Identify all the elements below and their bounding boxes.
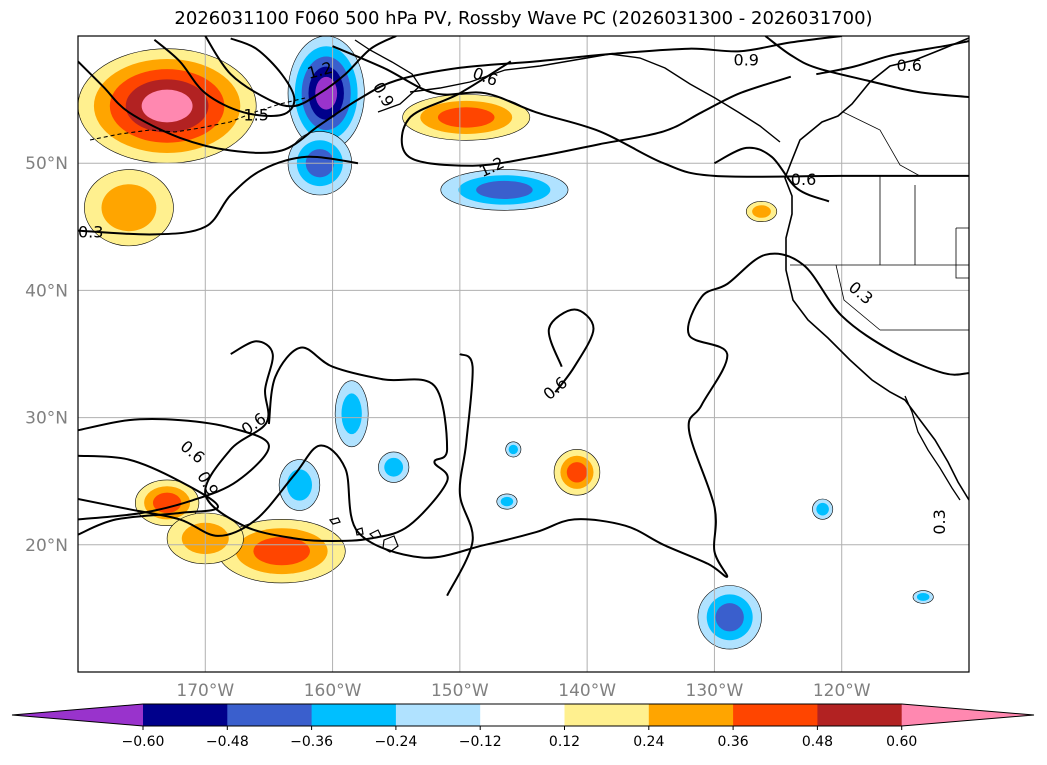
contour-label: 0.9 <box>734 51 759 70</box>
pv-anomaly-14 <box>496 493 518 510</box>
pv-anomaly-11 <box>334 380 369 448</box>
pv-anomaly-13 <box>505 441 522 458</box>
pv-anomaly-2 <box>84 169 174 247</box>
baja-california-coastline <box>904 395 961 501</box>
lon-tick-label: 140°W <box>558 681 616 701</box>
colorbar-tick-label: −0.24 <box>374 734 417 750</box>
alaska-coastline <box>409 53 781 143</box>
pc-contour-line <box>816 40 969 76</box>
pc-contour-line <box>78 252 969 578</box>
pv-anomaly-12 <box>378 451 410 483</box>
colorbar-segment <box>648 704 734 726</box>
colorbar-tick-label: 0.36 <box>718 734 749 750</box>
pv-anomaly-level <box>715 603 744 632</box>
chart-title: 2026031100 F060 500 hPa PV, Rossby Wave … <box>174 8 873 29</box>
colorbar-segment <box>733 704 818 726</box>
pv-anomaly-level <box>476 180 533 199</box>
pv-anomaly-5 <box>402 94 531 141</box>
colorbar-tick-label: 0.12 <box>549 734 580 750</box>
rossby-wave-pc-contours <box>78 36 969 597</box>
lon-tick-label: 130°W <box>686 681 744 701</box>
pc-contour-line <box>153 37 296 117</box>
contour-label: 0.3 <box>930 509 949 534</box>
colorbar-segment <box>311 704 397 726</box>
state-borders <box>790 111 969 331</box>
colorbar-tick-label: −0.12 <box>459 734 502 750</box>
colorbar-segment <box>564 704 650 726</box>
lon-tick-label: 120°W <box>813 681 871 701</box>
pv-anomaly-level <box>286 469 313 501</box>
pc-contour-line <box>78 418 270 521</box>
pv-anomaly-level <box>437 107 495 128</box>
colorbar-segment <box>817 704 903 726</box>
pc-contour-line <box>713 146 830 203</box>
pv-anomaly-17 <box>697 585 762 650</box>
pv-anomaly-level <box>566 462 588 483</box>
pc-contour-line <box>446 353 474 597</box>
pc-contour-line <box>400 60 792 167</box>
colorbar-tick-label: 0.24 <box>633 734 664 750</box>
pv-anomaly-15 <box>553 449 601 496</box>
pv-anomaly-16 <box>745 201 778 223</box>
pv-anomaly-level <box>152 492 182 513</box>
hawaiian-islands <box>328 517 399 553</box>
pv-anomaly-1 <box>78 48 257 164</box>
pv-anomaly-6 <box>440 169 569 211</box>
lat-tick-label: 30°N <box>25 409 68 429</box>
pv-anomaly-level <box>752 205 771 218</box>
pc-contour-line <box>204 36 397 108</box>
colorbar-segment <box>395 704 481 726</box>
contour-label: 0.6 <box>896 56 921 75</box>
pv-anomaly-level <box>816 502 829 516</box>
pc-contour-line <box>764 36 969 99</box>
pv-anomaly-19 <box>912 590 934 604</box>
pv-anomaly-level <box>253 537 310 566</box>
lat-tick-label: 20°N <box>25 536 68 556</box>
pv-anomaly-7 <box>134 479 200 527</box>
pc-contour-line <box>547 308 595 393</box>
pv-anomaly-level <box>384 457 404 477</box>
colorbar-tick-label: −0.36 <box>290 734 333 750</box>
colorbar-segment <box>480 704 565 726</box>
lon-tick-label: 170°W <box>176 681 234 701</box>
pv-anomaly-level <box>500 496 514 507</box>
colorbar-tick-label: 0.60 <box>886 734 917 750</box>
axis-tick-labels: 170°W 160°W 150°W 140°W 130°W 120°W 50°N 40°N 30… <box>25 154 871 701</box>
pc-contour-line <box>332 45 969 178</box>
colorbar-tick-label: −0.48 <box>206 734 249 750</box>
map-frame <box>77 35 970 673</box>
pv-anomaly-18 <box>812 498 834 520</box>
graticule <box>78 36 969 672</box>
lon-tick-label: 150°W <box>431 681 489 701</box>
pv-anomaly-level <box>101 184 157 232</box>
colorbar-segment <box>227 704 313 726</box>
colorbar-extend-low <box>12 704 143 726</box>
pc-contour-line <box>204 340 449 542</box>
colorbar-tick-label: 0.48 <box>802 734 833 750</box>
contour-label: 0.6 <box>791 170 816 189</box>
colorbar: −0.60 −0.48 −0.36 −0.24 −0.12 0.12 0.24 0.36 0.4… <box>11 703 1035 750</box>
colorbar-segment <box>143 704 228 726</box>
colorbar-extend-high <box>901 704 1034 726</box>
north-america-coastline <box>784 37 969 501</box>
lon-tick-label: 160°W <box>304 681 362 701</box>
pv-anomaly-level <box>141 89 193 123</box>
lat-tick-label: 50°N <box>25 154 68 174</box>
pc-contour-line <box>78 155 359 236</box>
pv-anomaly-level <box>916 593 930 601</box>
pc-contour-line <box>78 454 220 536</box>
pv-anomaly-level <box>508 444 519 455</box>
colorbar-tick-label: −0.60 <box>122 734 165 750</box>
pv-anomaly-level <box>341 393 362 435</box>
pc-contour-line <box>78 36 842 154</box>
contour-label: 1.5 <box>243 105 268 124</box>
contour-label: 0.3 <box>78 222 103 241</box>
lat-tick-label: 40°N <box>25 281 68 301</box>
